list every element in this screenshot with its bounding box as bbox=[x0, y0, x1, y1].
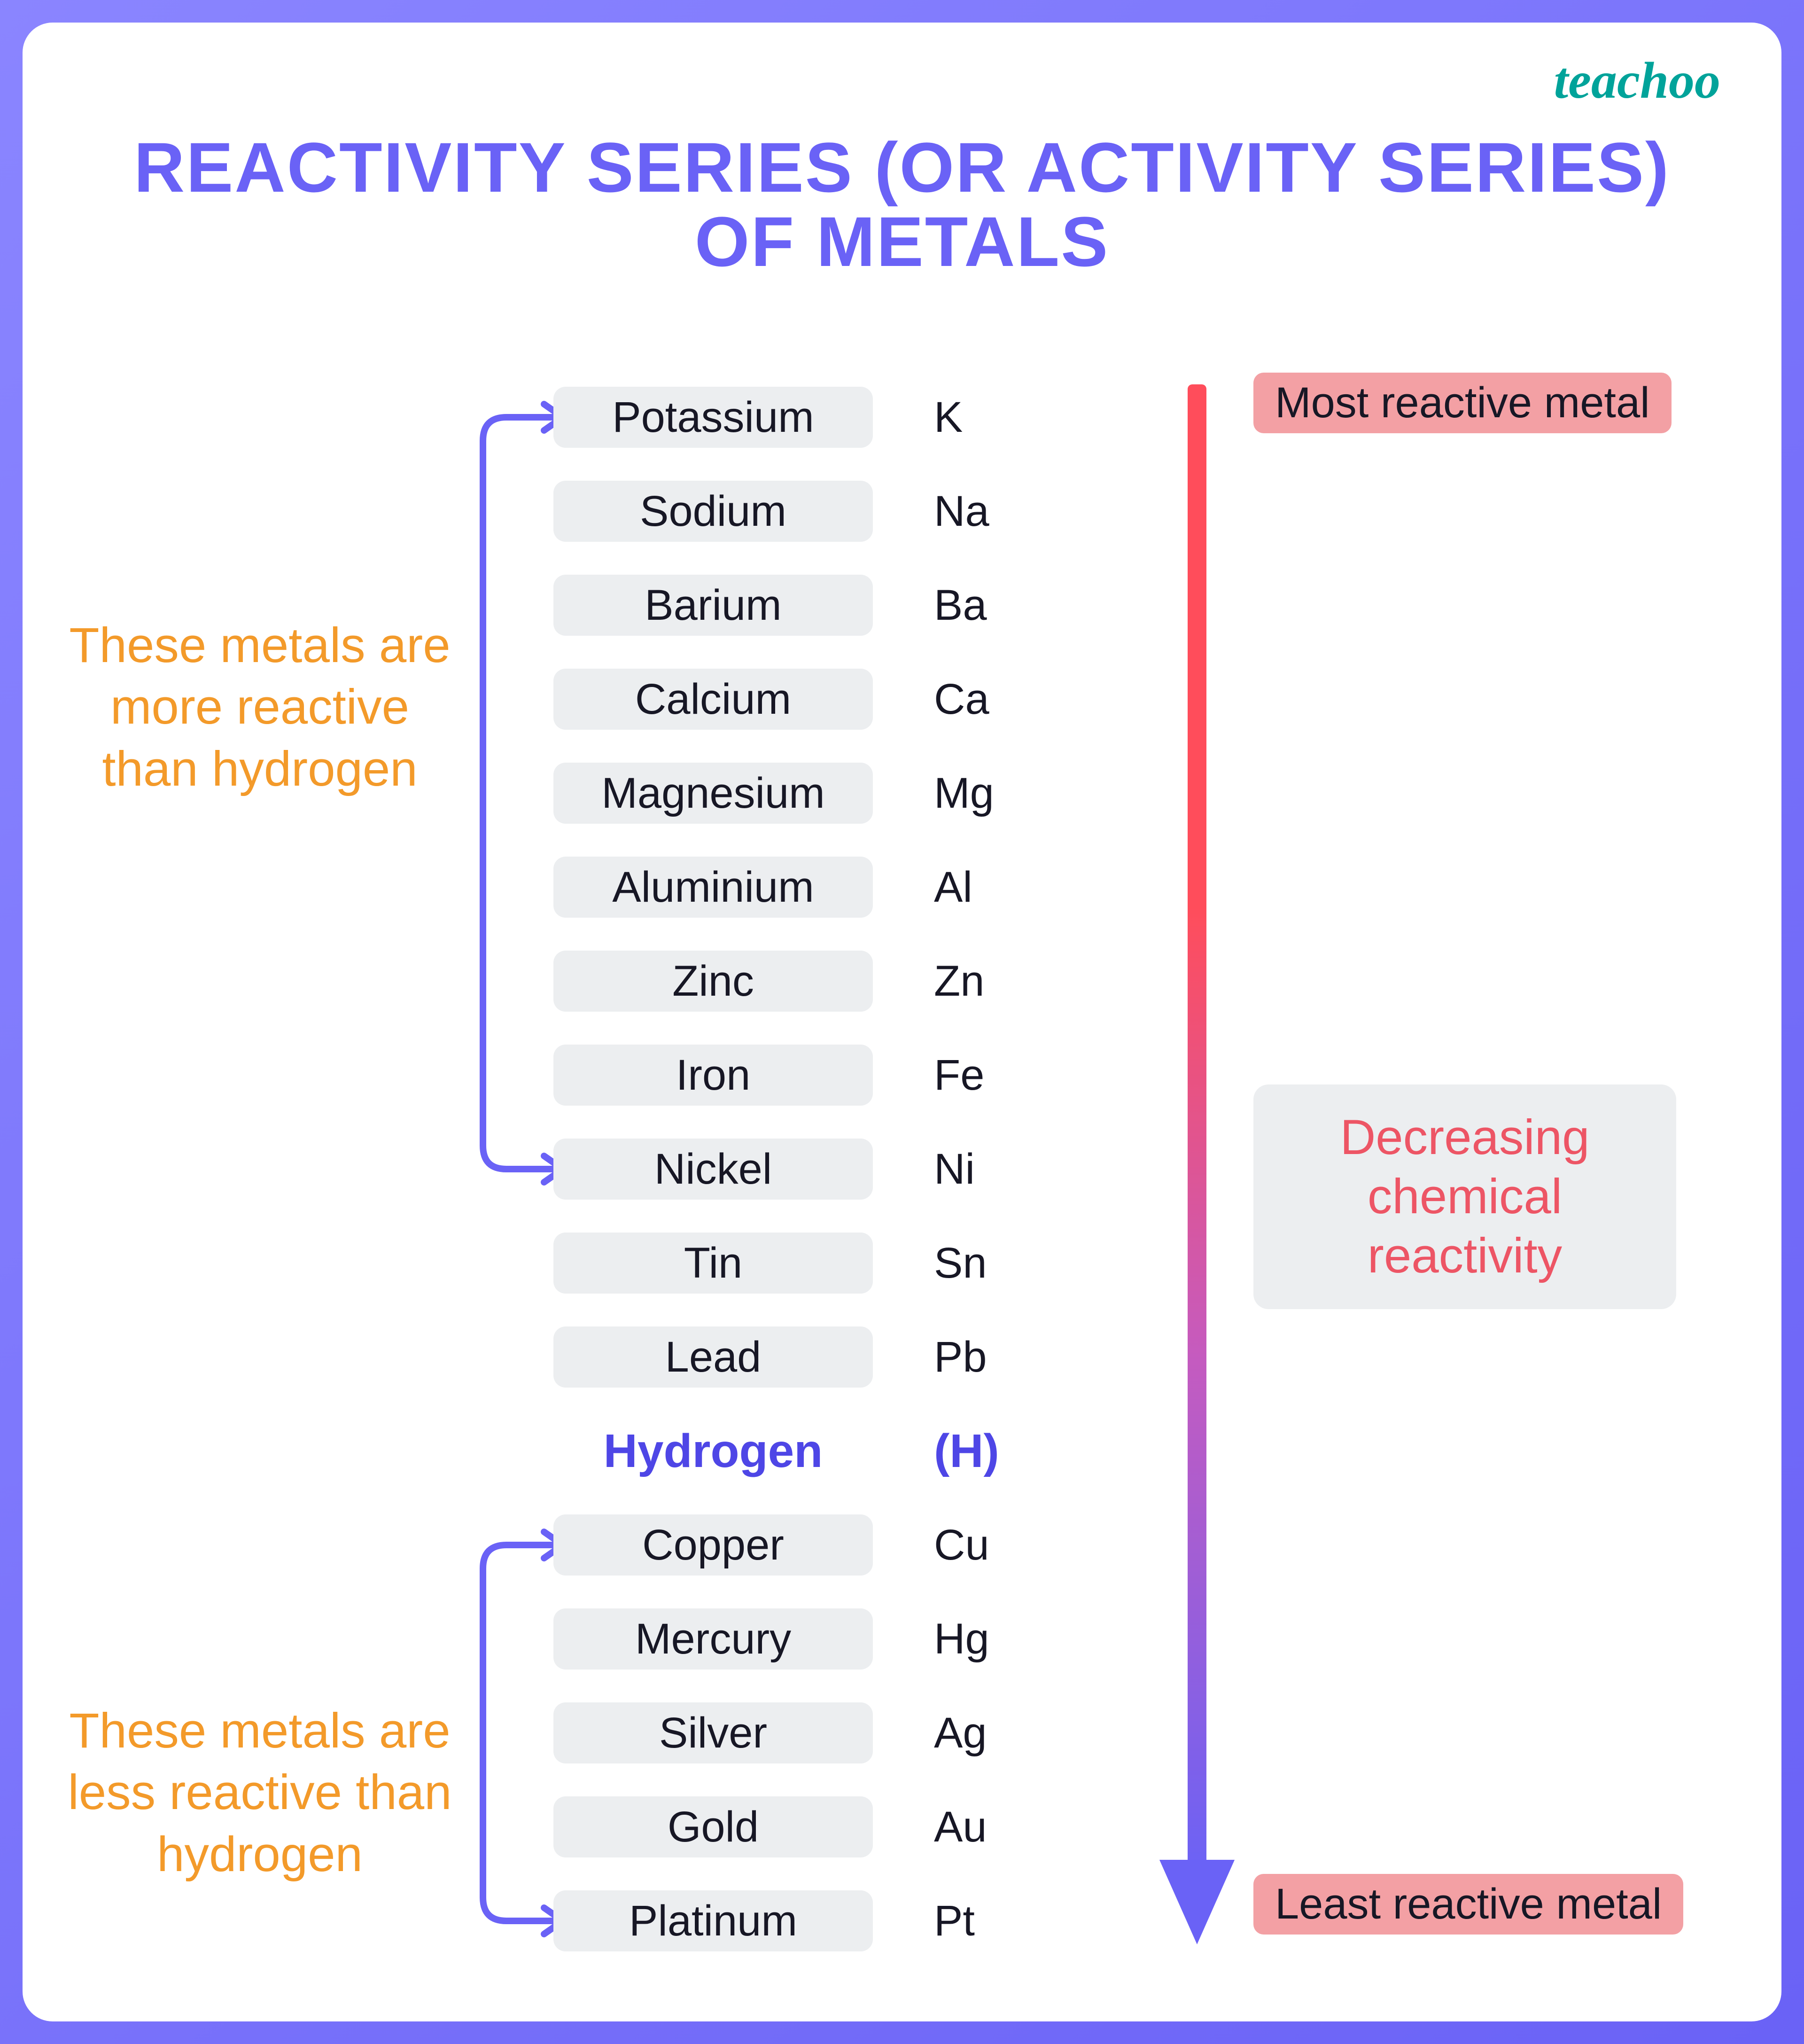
annotation-less-reactive: These metals are less reactive than hydr… bbox=[65, 1700, 455, 1885]
metal-symbol: Au bbox=[934, 1802, 987, 1852]
metal-row: Calcium Ca bbox=[553, 652, 1145, 746]
title-line-2: OF METALS bbox=[695, 202, 1109, 281]
metal-pill: Copper bbox=[553, 1514, 873, 1576]
metal-row: Mercury Hg bbox=[553, 1592, 1145, 1686]
metal-symbol: Al bbox=[934, 863, 972, 912]
metal-row: Barium Ba bbox=[553, 558, 1145, 652]
metal-pill: Aluminium bbox=[553, 857, 873, 918]
metal-row: Sodium Na bbox=[553, 464, 1145, 558]
metal-symbol: Pb bbox=[934, 1333, 987, 1382]
metal-pill: Tin bbox=[553, 1233, 873, 1294]
metal-row: Aluminium Al bbox=[553, 840, 1145, 934]
metal-pill: Zinc bbox=[553, 951, 873, 1012]
metal-pill: Potassium bbox=[553, 387, 873, 448]
title-line-1: REACTIVITY SERIES (OR ACTIVITY SERIES) bbox=[134, 128, 1670, 207]
metal-pill: Sodium bbox=[553, 481, 873, 542]
metal-pill: Iron bbox=[553, 1045, 873, 1106]
metal-symbol: Pt bbox=[934, 1896, 975, 1946]
metal-pill: Nickel bbox=[553, 1139, 873, 1200]
metal-pill: Silver bbox=[553, 1702, 873, 1763]
metal-symbol: Ba bbox=[934, 581, 987, 630]
bracket-upper bbox=[474, 398, 563, 1188]
metal-row: Potassium K bbox=[553, 370, 1145, 464]
label-most-reactive: Most reactive metal bbox=[1253, 373, 1672, 433]
metal-symbol: Mg bbox=[934, 769, 994, 818]
metal-pill: Lead bbox=[553, 1326, 873, 1388]
metal-symbol: K bbox=[934, 393, 963, 442]
metal-symbol: Ca bbox=[934, 675, 989, 724]
metal-row: Iron Fe bbox=[553, 1028, 1145, 1122]
metal-symbol: Na bbox=[934, 487, 989, 536]
diagram-content: These metals are more reactive than hydr… bbox=[23, 370, 1781, 1977]
arrow-head-icon bbox=[1159, 1860, 1235, 1944]
metal-pill: Platinum bbox=[553, 1890, 873, 1951]
metal-symbol: Sn bbox=[934, 1239, 987, 1288]
hydrogen-symbol: (H) bbox=[934, 1424, 999, 1478]
hydrogen-label: Hydrogen bbox=[553, 1420, 873, 1482]
hydrogen-row: Hydrogen (H) bbox=[553, 1404, 1145, 1498]
annotation-more-reactive: These metals are more reactive than hydr… bbox=[65, 615, 455, 800]
metal-row: Silver Ag bbox=[553, 1686, 1145, 1780]
metal-pill: Calcium bbox=[553, 669, 873, 730]
metal-row: Zinc Zn bbox=[553, 934, 1145, 1028]
metal-symbol: Ag bbox=[934, 1709, 987, 1758]
bracket-lower bbox=[474, 1526, 563, 1940]
metal-pill: Gold bbox=[553, 1796, 873, 1857]
label-least-reactive: Least reactive metal bbox=[1253, 1874, 1683, 1935]
arrow-shaft bbox=[1188, 384, 1206, 1879]
metal-row: Gold Au bbox=[553, 1780, 1145, 1874]
reactivity-arrow bbox=[1169, 384, 1225, 1954]
metal-row: Lead Pb bbox=[553, 1310, 1145, 1404]
metal-row: Magnesium Mg bbox=[553, 746, 1145, 840]
card: teachoo REACTIVITY SERIES (OR ACTIVITY S… bbox=[23, 23, 1781, 2021]
metal-pill: Barium bbox=[553, 575, 873, 636]
label-decreasing-reactivity: Decreasing chemical reactivity bbox=[1253, 1084, 1676, 1309]
metal-symbol: Fe bbox=[934, 1051, 984, 1100]
metal-pill: Mercury bbox=[553, 1608, 873, 1670]
metal-symbol: Cu bbox=[934, 1521, 989, 1570]
metal-row: Nickel Ni bbox=[553, 1122, 1145, 1216]
brand-logo: teachoo bbox=[1554, 51, 1720, 110]
metal-row: Platinum Pt bbox=[553, 1874, 1145, 1968]
page-title: REACTIVITY SERIES (OR ACTIVITY SERIES) O… bbox=[23, 131, 1781, 279]
metal-pill: Magnesium bbox=[553, 763, 873, 824]
reactivity-list: Potassium K Sodium Na Barium Ba Calcium Ca Magne… bbox=[553, 370, 1145, 1968]
metal-symbol: Ni bbox=[934, 1145, 975, 1194]
metal-row: Tin Sn bbox=[553, 1216, 1145, 1310]
metal-row: Copper Cu bbox=[553, 1498, 1145, 1592]
metal-symbol: Hg bbox=[934, 1615, 989, 1664]
metal-symbol: Zn bbox=[934, 957, 984, 1006]
